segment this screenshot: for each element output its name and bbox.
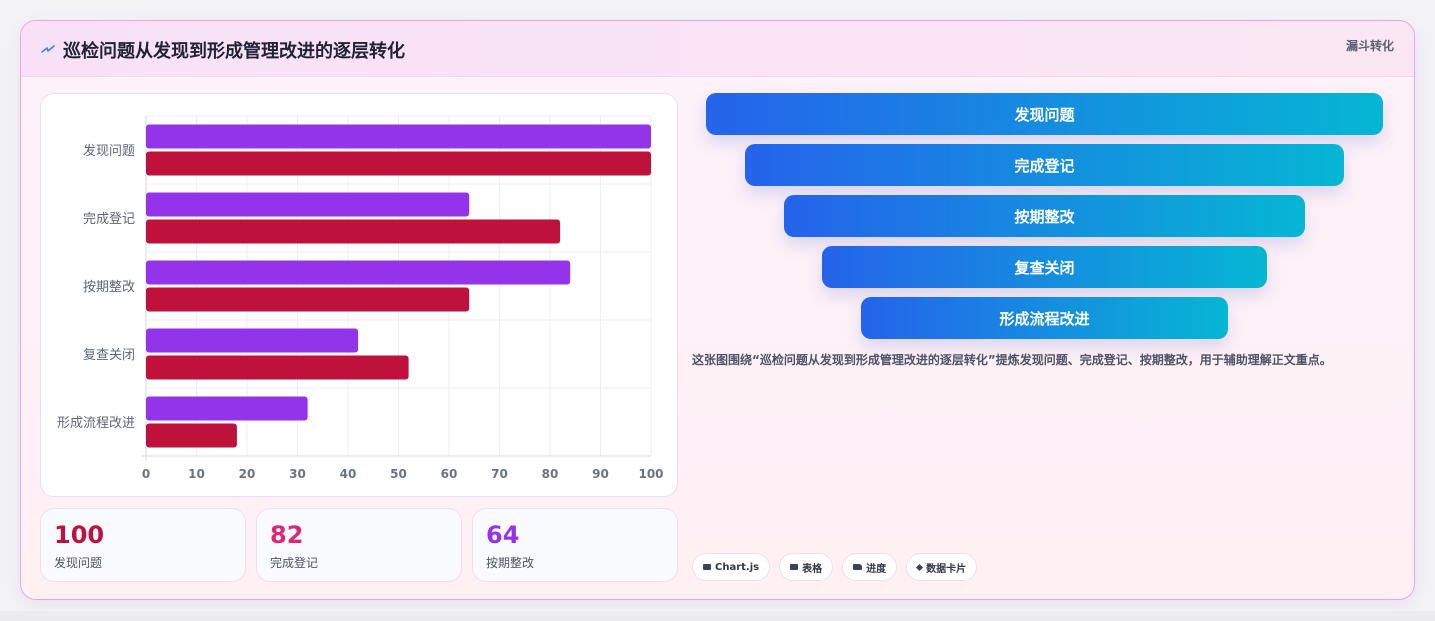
bar[interactable] <box>146 124 651 149</box>
funnel-stage-1: 发现问题 <box>706 93 1383 135</box>
bar[interactable] <box>146 328 359 353</box>
funnel-card: 巡检问题从发现到形成管理改进的逐层转化 漏斗转化 0 10 20 30 40 50 60 70… <box>20 20 1415 600</box>
x-tick-label: 20 <box>239 467 256 481</box>
stat-card-rectified: 64 按期整改 <box>472 508 678 582</box>
x-tick-label: 40 <box>340 467 357 481</box>
x-tick-label: 90 <box>592 467 609 481</box>
folder-icon <box>853 564 863 570</box>
chip-table[interactable]: 表格 <box>779 553 834 581</box>
card-header: 巡检问题从发现到形成管理改进的逐层转化 漏斗转化 <box>21 21 1414 77</box>
y-tick-label: 形成流程改进 <box>57 416 135 431</box>
bar-chart-panel: 0 10 20 30 40 50 60 70 80 90 100 发现问题完成登记按期整改复查关闭形成… <box>40 93 678 497</box>
chip-label: Chart.js <box>715 561 760 573</box>
x-tick-label: 70 <box>491 467 508 481</box>
funnel-stage-2: 完成登记 <box>745 144 1344 186</box>
chip-progress[interactable]: 进度 <box>842 553 898 581</box>
stat-card-found: 100 发现问题 <box>40 508 246 582</box>
x-tick-label: 10 <box>188 467 205 481</box>
bar[interactable] <box>146 192 470 217</box>
page-bottom-strip <box>0 611 1435 621</box>
bar[interactable] <box>146 396 308 421</box>
stat-label: 完成登记 <box>270 556 319 570</box>
stat-card-registered: 82 完成登记 <box>256 508 462 582</box>
x-tick-label: 30 <box>289 467 306 481</box>
chart-description: 这张图围绕“巡检问题从发现到形成管理改进的逐层转化”提炼发现问题、完成登记、按期… <box>692 353 1332 367</box>
stat-value: 82 <box>270 521 304 549</box>
bar-chart: 0 10 20 30 40 50 60 70 80 90 100 发现问题完成登记按期整改复查关闭形成… <box>57 115 664 481</box>
stat-value: 100 <box>54 521 105 549</box>
x-tick-label: 50 <box>390 467 407 481</box>
page-title: 巡检问题从发现到形成管理改进的逐层转化 <box>63 41 405 62</box>
chart-icon <box>703 564 711 570</box>
stat-label: 发现问题 <box>54 556 103 570</box>
y-tick-label: 按期整改 <box>83 280 135 295</box>
tag-chips: Chart.js 表格 进度 数据卡片 <box>692 553 978 581</box>
funnel-stage-5: 形成流程改进 <box>861 297 1228 339</box>
stat-value: 64 <box>486 521 520 549</box>
diamond-icon <box>916 563 924 571</box>
bar[interactable] <box>146 423 237 448</box>
chip-label: 进度 <box>866 563 887 575</box>
chart-type-tag: 漏斗转化 <box>1345 39 1394 53</box>
bar[interactable] <box>146 287 470 312</box>
bar[interactable] <box>146 151 651 176</box>
chip-data-card[interactable]: 数据卡片 <box>906 553 978 581</box>
bolt-icon <box>41 45 55 53</box>
y-tick-label: 发现问题 <box>83 143 135 159</box>
bar[interactable] <box>146 219 561 244</box>
x-tick-label: 0 <box>142 467 150 481</box>
x-tick-label: 100 <box>638 467 663 481</box>
chip-chartjs[interactable]: Chart.js <box>692 553 771 581</box>
funnel-stage-3: 按期整改 <box>784 195 1305 237</box>
table-icon <box>790 564 799 570</box>
funnel-stage-4: 复查关闭 <box>822 246 1267 288</box>
y-tick-label: 复查关闭 <box>83 348 135 363</box>
y-tick-label: 完成登记 <box>83 212 135 227</box>
chip-label: 表格 <box>802 563 823 575</box>
chip-label: 数据卡片 <box>926 563 967 575</box>
bar[interactable] <box>146 260 571 285</box>
x-tick-label: 80 <box>542 467 559 481</box>
x-tick-label: 60 <box>441 467 458 481</box>
stat-label: 按期整改 <box>486 556 535 570</box>
bar[interactable] <box>146 355 409 380</box>
